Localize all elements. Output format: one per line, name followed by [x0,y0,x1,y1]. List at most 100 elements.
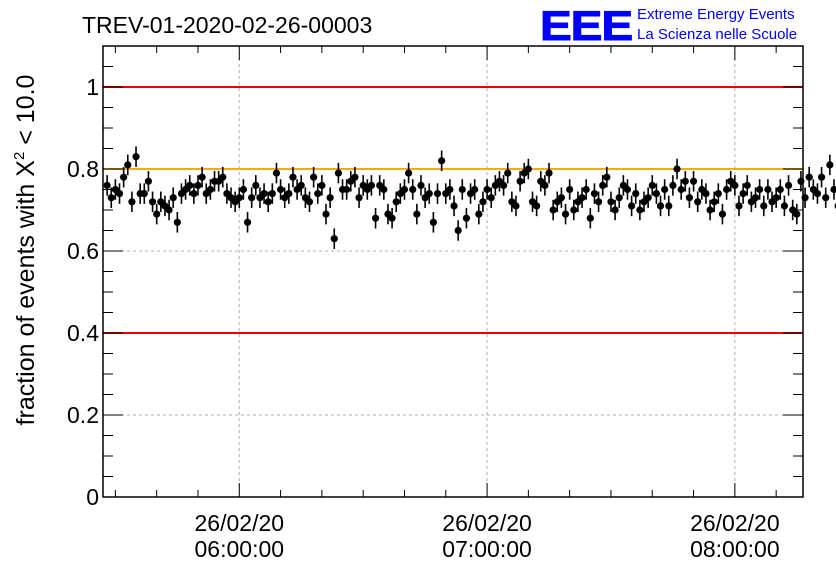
plot-frame [102,45,804,498]
data-point [718,210,727,218]
data-point [817,173,826,181]
data-point [578,194,586,202]
x-tick-label-date: 26/02/20 [195,510,285,536]
data-point [594,198,603,206]
data-point [797,177,805,185]
y-tick-label: 0.2 [67,402,99,428]
data-point [107,194,115,202]
data-point [454,226,462,235]
data-point [264,198,272,206]
data-point [694,198,702,206]
data-point [772,194,780,202]
data-point [661,185,669,194]
data-point [648,181,656,189]
eee-logo-line2: La Scienza nelle Scuole [637,26,797,43]
data-point [462,214,471,222]
data-point [561,210,570,218]
data-point [673,165,681,173]
data-point [685,194,694,202]
data-point [153,210,161,218]
data-point [103,181,111,189]
data-point [665,202,673,210]
data-point [549,206,557,214]
data-point [289,173,297,181]
data-point [586,214,594,222]
data-point [710,198,718,206]
y-axis-title-prefix: fraction of events with [12,177,40,426]
data-point [656,202,665,210]
data-point [243,218,252,226]
data-point [310,173,318,181]
data-point [590,190,599,198]
data-point [669,181,677,189]
y-tick-label: 0.4 [67,320,99,346]
data-point [450,202,458,210]
data-point [475,210,483,218]
data-point [735,202,743,210]
data-point [801,194,809,202]
data-point [219,173,227,181]
data-point [334,169,342,177]
data-point [632,190,640,198]
x-tick-label-time: 07:00:00 [442,536,532,562]
data-point [623,185,632,194]
data-point [194,181,202,189]
data-point [599,181,607,189]
data-point [330,235,338,243]
data-point [140,190,148,198]
data-point [483,185,491,194]
y-axis-title-sup: 2 [11,152,28,160]
x-tick-label-date: 26/02/20 [690,510,780,536]
data-point [776,185,784,194]
data-point [644,194,652,202]
data-point [318,181,326,189]
data-point [756,185,764,194]
y-tick-label: 0 [86,484,99,510]
data-point [239,185,248,194]
data-point [165,206,173,214]
x-tick-label-date: 26/02/20 [442,510,532,536]
eee-logo: EEE Extreme Energy Events La Scienza nel… [540,2,798,50]
data-point [371,214,380,222]
data-point [272,169,281,177]
data-point [276,185,285,194]
plot-area: 00.20.40.60.8126/02/2006:00:0026/02/2007… [67,45,836,562]
data-point [115,190,124,198]
data-point [652,190,660,198]
data-point [132,153,140,161]
data-point [504,169,512,177]
data-point [636,206,644,214]
data-point [268,190,276,198]
data-point [689,177,698,185]
data-point [458,185,466,194]
data-point [326,194,334,202]
data-point [186,181,194,189]
data-point [731,181,739,189]
data-point [628,202,636,210]
data-point [248,194,256,202]
data-point [830,185,836,194]
data-point [144,177,153,185]
data-point [206,185,214,194]
data-point [702,190,710,198]
data-point [545,169,553,177]
data-point [822,194,830,202]
data-point [764,185,772,194]
data-point [681,177,689,185]
data-point [566,185,574,194]
data-point [148,198,157,206]
data-point [438,157,446,165]
data-point [343,185,351,194]
data-point [433,190,442,198]
data-point [739,190,747,198]
data-point [400,185,409,194]
eee-logo-mark: EEE [540,2,632,49]
data-point [611,206,619,214]
data-point [487,194,495,202]
data-point [524,165,532,173]
y-axis-title-suffix: < 10.0 [12,75,40,152]
data-point [322,210,330,218]
data-point [409,185,417,194]
data-point [760,202,768,210]
